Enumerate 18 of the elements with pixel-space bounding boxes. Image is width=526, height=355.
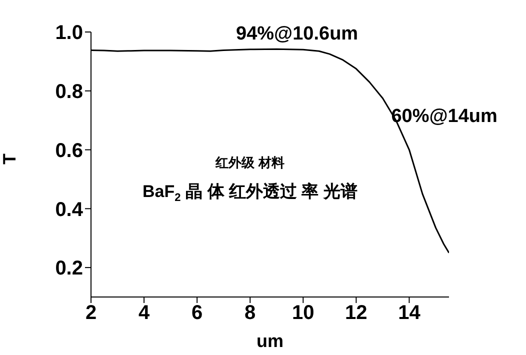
annotation: 60%@14um	[391, 106, 498, 127]
annotation: BaF$_{2}$晶 体 红外透过 率 光谱	[142, 182, 358, 204]
x-tick-label: 12	[345, 302, 368, 324]
x-tick-label: 4	[138, 302, 150, 324]
y-axis-title: T	[0, 154, 20, 164]
x-tick-label: 14	[398, 302, 422, 324]
x-axis-title: um	[256, 331, 284, 351]
annotation: 94%@10.6um	[236, 24, 358, 45]
y-tick-label: 1.0	[55, 22, 83, 44]
x-tick-label: 2	[85, 302, 97, 324]
x-tick-label: 6	[192, 302, 203, 324]
y-tick-label: 0.4	[55, 198, 84, 221]
x-tick-label: 10	[292, 302, 314, 324]
annotation: 红外级 材料	[214, 155, 284, 170]
y-tick-label: 0.8	[55, 80, 83, 103]
x-tick-label: 8	[244, 302, 256, 324]
y-tick-label: 0.6	[55, 140, 83, 162]
y-tick-label: 0.2	[55, 258, 83, 280]
